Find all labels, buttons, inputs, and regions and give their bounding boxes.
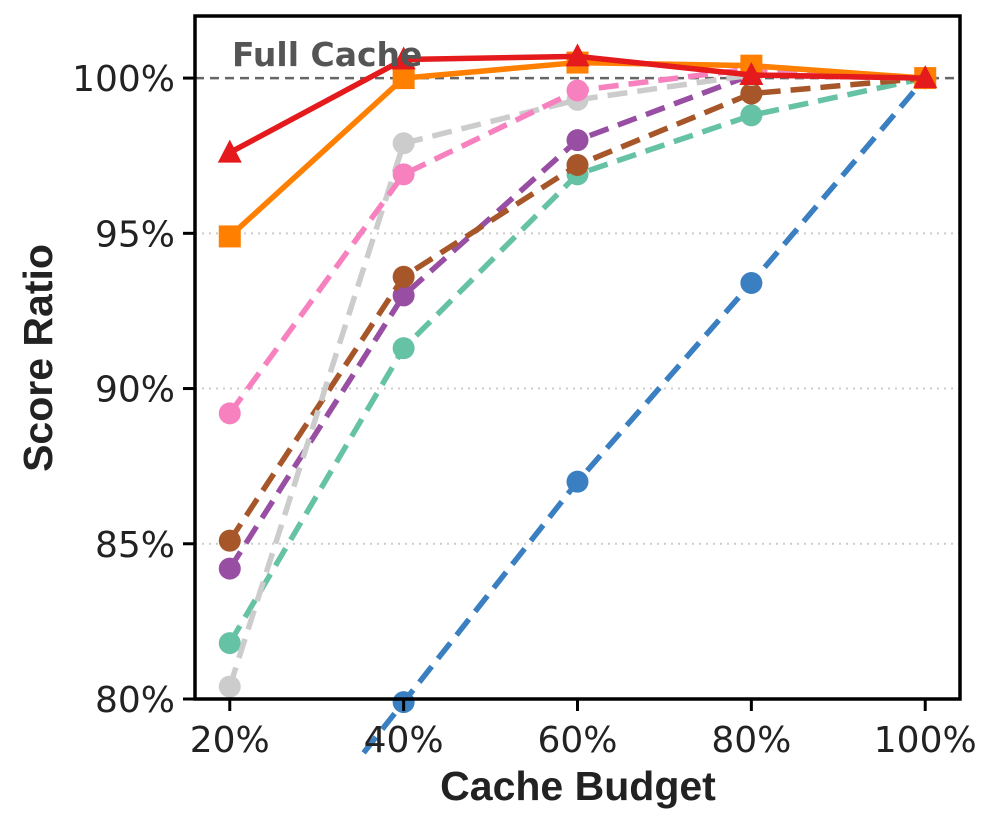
data-point [392, 265, 415, 288]
series-layer [217, 43, 938, 755]
data-point [218, 402, 241, 425]
data-point [392, 132, 415, 155]
series-8 [217, 43, 938, 163]
x-tick-label: 60% [537, 720, 617, 761]
data-point [740, 104, 763, 127]
data-point [392, 337, 415, 360]
data-point [913, 65, 938, 89]
full-cache-label: Full Cache [232, 35, 422, 74]
data-point [391, 46, 416, 70]
data-point [740, 271, 763, 294]
data-point [392, 67, 415, 90]
grid-lines [195, 232, 960, 545]
data-point [218, 529, 241, 552]
data-point [566, 470, 589, 493]
y-tick-label: 90% [95, 370, 175, 411]
plot-frame [193, 14, 962, 701]
data-point [217, 139, 242, 163]
series-6 [218, 57, 937, 425]
data-point [565, 43, 590, 67]
data-point [218, 225, 241, 248]
y-axis-title: Score Ratio [15, 244, 61, 472]
data-point [218, 557, 241, 580]
data-point [740, 82, 763, 105]
y-tick-label: 95% [95, 214, 175, 255]
data-point [739, 61, 764, 85]
x-axis-title: Cache Budget [440, 763, 716, 809]
series-line [361, 76, 928, 755]
y-tick-label: 100% [72, 59, 175, 100]
data-point [218, 632, 241, 655]
x-tick-label: 20% [190, 720, 270, 761]
data-point [218, 675, 241, 698]
data-point [566, 154, 589, 177]
y-tick-label: 80% [95, 680, 175, 721]
data-point [566, 129, 589, 152]
series-3 [218, 63, 937, 580]
series-1 [361, 67, 937, 755]
axis-ticks: 80% 85% 90% 95% 100% 20% 40% 60% 80% 100% [72, 59, 977, 761]
x-tick-label: 100% [874, 720, 977, 761]
y-tick-label: 85% [95, 525, 175, 566]
x-tick-label: 80% [711, 720, 791, 761]
data-point [392, 163, 415, 186]
x-tick-label: 40% [364, 720, 444, 761]
data-point [566, 79, 589, 102]
